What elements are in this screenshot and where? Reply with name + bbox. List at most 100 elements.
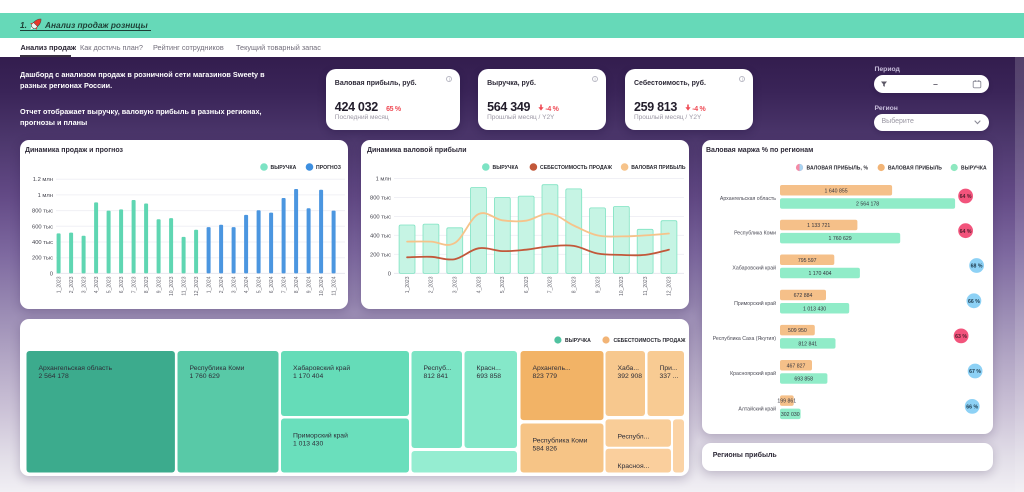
svg-text:8_2023: 8_2023 <box>571 276 577 293</box>
svg-text:9_2023: 9_2023 <box>595 276 601 293</box>
svg-text:8_2023: 8_2023 <box>144 276 150 293</box>
svg-text:Республика Коми: Республика Коми <box>734 231 776 237</box>
svg-text:800 тыс: 800 тыс <box>369 196 390 202</box>
svg-text:5_2023: 5_2023 <box>106 276 112 293</box>
svg-text:При...: При... <box>660 365 678 372</box>
svg-text:ПРОГНОЗ: ПРОГНОЗ <box>316 165 341 171</box>
svg-text:11_2024: 11_2024 <box>331 276 337 295</box>
svg-text:1_2023: 1_2023 <box>56 276 62 293</box>
svg-text:ВЫРУЧКА: ВЫРУЧКА <box>271 165 297 171</box>
svg-text:12_2023: 12_2023 <box>666 276 672 296</box>
svg-text:66 %: 66 % <box>968 299 980 305</box>
svg-text:3_2023: 3_2023 <box>81 276 87 293</box>
svg-text:2_2023: 2_2023 <box>428 276 434 293</box>
svg-text:7_2023: 7_2023 <box>547 276 553 293</box>
svg-text:64 %: 64 % <box>959 194 971 200</box>
svg-text:Республика Саха (Якутия): Республика Саха (Якутия) <box>712 336 776 342</box>
svg-text:800 тыс: 800 тыс <box>32 209 53 215</box>
svg-text:ВЫРУЧКА: ВЫРУЧКА <box>565 338 591 344</box>
svg-text:823 779: 823 779 <box>533 373 558 380</box>
svg-text:64 %: 64 % <box>959 229 971 235</box>
svg-text:1.2 млн: 1.2 млн <box>33 177 53 183</box>
svg-text:2 564 178: 2 564 178 <box>856 202 879 208</box>
svg-text:Красн...: Красн... <box>477 365 501 372</box>
svg-text:4_2023: 4_2023 <box>476 276 482 293</box>
svg-text:1 млн: 1 млн <box>38 193 53 199</box>
svg-text:ВАЛОВАЯ ПРИБЫЛЬ, %: ВАЛОВАЯ ПРИБЫЛЬ, % <box>806 166 868 172</box>
svg-text:ВЫРУЧКА: ВЫРУЧКА <box>961 166 987 172</box>
svg-text:Хабаровский край: Хабаровский край <box>732 265 776 272</box>
svg-text:812 841: 812 841 <box>798 341 817 347</box>
svg-text:4_2023: 4_2023 <box>94 276 100 293</box>
svg-text:68 %: 68 % <box>970 264 982 270</box>
svg-text:Красноярский край: Красноярский край <box>730 370 776 377</box>
svg-text:Хабаровский край: Хабаровский край <box>293 364 350 372</box>
svg-text:Республика Коми: Республика Коми <box>533 436 588 444</box>
svg-text:200 тыс: 200 тыс <box>32 256 53 262</box>
svg-text:11_2023: 11_2023 <box>181 276 187 295</box>
svg-text:Архангельская область: Архангельская область <box>39 364 113 372</box>
svg-text:672 884: 672 884 <box>793 293 812 299</box>
svg-text:11_2023: 11_2023 <box>642 276 648 295</box>
svg-text:Валовая маржа % по регионам: Валовая маржа % по регионам <box>706 147 813 154</box>
svg-text:3_2024: 3_2024 <box>231 276 237 293</box>
svg-text:Республ...: Республ... <box>618 432 650 440</box>
svg-text:12_2023: 12_2023 <box>194 276 200 296</box>
svg-text:7_2023: 7_2023 <box>131 276 137 293</box>
svg-text:9_2024: 9_2024 <box>306 276 312 293</box>
svg-text:Респуб...: Респуб... <box>424 364 452 372</box>
svg-text:1_2024: 1_2024 <box>206 276 212 293</box>
svg-text:600 тыс: 600 тыс <box>369 215 390 221</box>
svg-text:Архангель...: Архангель... <box>533 365 571 372</box>
svg-text:5_2023: 5_2023 <box>500 276 506 293</box>
svg-text:1 133 721: 1 133 721 <box>807 223 830 229</box>
svg-text:66 %: 66 % <box>966 405 978 411</box>
svg-text:СЕБЕСТОИМОСТЬ ПРОДАЖ: СЕБЕСТОИМОСТЬ ПРОДАЖ <box>540 165 612 171</box>
svg-text:8_2024: 8_2024 <box>294 276 300 293</box>
svg-text:СЕБЕСТОИМОСТЬ ПРОДАЖ: СЕБЕСТОИМОСТЬ ПРОДАЖ <box>614 338 686 344</box>
svg-text:1 760 629: 1 760 629 <box>190 373 220 380</box>
svg-text:693 858: 693 858 <box>477 373 502 380</box>
svg-text:199 861: 199 861 <box>777 399 796 405</box>
svg-text:6_2023: 6_2023 <box>523 276 529 293</box>
svg-text:584 826: 584 826 <box>533 445 558 452</box>
svg-text:200 тыс: 200 тыс <box>369 252 390 258</box>
svg-text:ВАЛОВАЯ ПРИБЫЛЬ: ВАЛОВАЯ ПРИБЫЛЬ <box>888 166 942 172</box>
svg-text:693 858: 693 858 <box>794 377 813 383</box>
svg-text:6_2023: 6_2023 <box>119 276 125 293</box>
svg-text:795 597: 795 597 <box>798 258 817 264</box>
svg-text:ВАЛОВАЯ ПРИБЫЛЬ: ВАЛОВАЯ ПРИБЫЛЬ <box>631 165 686 171</box>
svg-text:67 %: 67 % <box>969 369 981 375</box>
svg-text:400 тыс: 400 тыс <box>369 233 390 239</box>
svg-text:5_2024: 5_2024 <box>256 276 262 293</box>
svg-text:10_2023: 10_2023 <box>169 276 175 296</box>
svg-text:509 950: 509 950 <box>788 328 807 334</box>
svg-text:10_2023: 10_2023 <box>619 276 625 296</box>
svg-text:3_2023: 3_2023 <box>452 276 458 293</box>
svg-text:2_2024: 2_2024 <box>219 276 225 293</box>
svg-text:Приморский край: Приморский край <box>734 300 776 307</box>
svg-text:6_2024: 6_2024 <box>269 276 275 293</box>
svg-text:Приморский край: Приморский край <box>293 431 348 439</box>
svg-text:Красноя...: Красноя... <box>618 462 650 469</box>
svg-text:2_2023: 2_2023 <box>69 276 75 293</box>
svg-text:63 %: 63 % <box>955 334 967 340</box>
svg-text:Архангельская область: Архангельская область <box>720 196 776 202</box>
svg-text:400 тыс: 400 тыс <box>32 240 53 246</box>
svg-text:392 908: 392 908 <box>618 373 643 380</box>
svg-text:Хаба...: Хаба... <box>618 364 640 372</box>
svg-text:4_2024: 4_2024 <box>244 276 250 293</box>
svg-text:1 млн: 1 млн <box>375 177 390 183</box>
svg-text:302 030: 302 030 <box>781 412 800 418</box>
svg-text:2 564 178: 2 564 178 <box>39 373 69 380</box>
svg-text:1 760 629: 1 760 629 <box>828 236 851 242</box>
svg-text:0: 0 <box>50 271 53 277</box>
svg-text:1 170 404: 1 170 404 <box>293 373 323 380</box>
svg-text:1 170 404: 1 170 404 <box>808 271 831 277</box>
svg-text:ВЫРУЧКА: ВЫРУЧКА <box>492 165 518 171</box>
svg-text:1_2023: 1_2023 <box>404 276 410 293</box>
svg-text:1 013 430: 1 013 430 <box>803 306 826 312</box>
svg-text:Динамика продаж и прогноз: Динамика продаж и прогноз <box>25 147 124 154</box>
svg-text:7_2024: 7_2024 <box>281 276 287 293</box>
svg-text:1 013 430: 1 013 430 <box>293 440 323 447</box>
